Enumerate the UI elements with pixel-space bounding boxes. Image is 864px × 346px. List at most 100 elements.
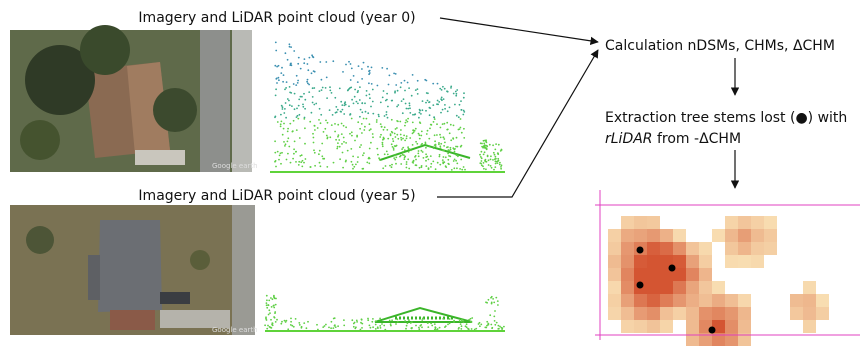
lidar-point xyxy=(276,66,278,68)
lidar-point xyxy=(319,61,321,63)
lidar-point xyxy=(392,146,394,148)
lidar-point xyxy=(425,160,427,162)
lidar-point xyxy=(353,323,355,325)
lidar-point xyxy=(463,97,465,99)
lidar-point xyxy=(308,91,310,93)
lidar-point xyxy=(372,133,374,135)
lidar-point xyxy=(446,90,448,92)
lidar-point xyxy=(361,111,363,113)
lidar-point xyxy=(359,116,361,118)
lidar-point xyxy=(321,89,323,91)
lidar-point xyxy=(449,132,451,134)
lidar-point xyxy=(433,121,435,123)
lidar-point xyxy=(352,168,354,170)
lidar-point xyxy=(446,122,448,124)
lidar-point xyxy=(277,121,279,123)
lidar-point xyxy=(350,87,352,89)
lidar-point xyxy=(410,322,412,324)
lidar-point xyxy=(406,325,408,327)
lidar-point xyxy=(283,112,285,114)
lidar-point xyxy=(400,82,402,84)
lidar-point xyxy=(328,327,330,329)
lidar-point xyxy=(343,137,345,139)
lidar-point xyxy=(367,319,369,321)
lidar-point xyxy=(279,155,281,157)
lidar-point xyxy=(331,321,333,323)
lidar-point xyxy=(284,320,286,322)
lidar-point xyxy=(424,79,426,81)
lidar-point xyxy=(440,143,442,145)
map-cell xyxy=(790,294,803,307)
lidar-point xyxy=(450,147,452,149)
map-cell xyxy=(621,255,634,268)
lidar-point xyxy=(404,125,406,127)
lidar-point xyxy=(493,169,495,171)
map-cell xyxy=(725,242,738,255)
lidar-point xyxy=(337,325,339,327)
lidar-point xyxy=(290,46,292,48)
map-cell xyxy=(621,307,634,320)
lidar-point xyxy=(351,68,353,70)
lidar-point xyxy=(426,133,428,135)
lidar-point xyxy=(287,153,289,155)
lidar-point xyxy=(275,160,277,162)
lidar-point xyxy=(290,321,292,323)
lidar-point xyxy=(312,96,314,98)
map-cell xyxy=(660,294,673,307)
map-cell xyxy=(712,307,725,320)
lidar-point xyxy=(434,323,436,325)
lidar-point xyxy=(433,147,435,149)
lidar-point xyxy=(386,114,388,116)
lidar-point xyxy=(405,103,407,105)
lidar-point xyxy=(418,150,420,152)
lidar-point xyxy=(355,326,357,328)
lidar-point xyxy=(326,77,328,79)
lidar-point xyxy=(379,325,381,327)
map-cell xyxy=(621,242,634,255)
lidar-point xyxy=(314,125,316,127)
lidar-point xyxy=(357,91,359,93)
lidar-point xyxy=(490,159,492,161)
map-cell xyxy=(725,307,738,320)
lidar-point xyxy=(420,113,422,115)
arrow xyxy=(440,18,598,42)
lidar-point xyxy=(434,140,436,142)
lidar-point xyxy=(453,320,455,322)
lidar-point xyxy=(382,97,384,99)
lidar-point xyxy=(345,64,347,66)
map-cell xyxy=(764,216,777,229)
lidar-point xyxy=(493,152,495,154)
lidar-point xyxy=(387,154,389,156)
lidar-point xyxy=(337,142,339,144)
lidar-point xyxy=(417,88,419,90)
lidar-point xyxy=(429,114,431,116)
lidar-point xyxy=(378,116,380,118)
map-cell xyxy=(725,229,738,242)
lidar-point xyxy=(427,92,429,94)
lidar-point xyxy=(452,138,454,140)
lidar-point xyxy=(266,295,268,297)
lidar-point xyxy=(390,135,392,137)
lidar-point xyxy=(321,79,323,81)
lidar-point xyxy=(418,155,420,157)
map-cell xyxy=(647,229,660,242)
lidar-point xyxy=(386,151,388,153)
lidar-point xyxy=(265,318,267,320)
lidar-point xyxy=(434,144,436,146)
lidar-point xyxy=(269,312,271,314)
lidar-point xyxy=(439,156,441,158)
lidar-point xyxy=(490,297,492,299)
lidar-point xyxy=(343,113,345,115)
lidar-point xyxy=(351,135,353,137)
lidar-point xyxy=(450,139,452,141)
lidar-point xyxy=(454,159,456,161)
lidar-point xyxy=(453,167,455,169)
lidar-point xyxy=(443,150,445,152)
lidar-point xyxy=(495,297,497,299)
lidar-point xyxy=(285,143,287,145)
lidar-point xyxy=(288,100,290,102)
map-cell xyxy=(647,307,660,320)
lidar-point xyxy=(430,166,432,168)
lidar-point xyxy=(322,87,324,89)
lidar-point xyxy=(379,318,381,320)
